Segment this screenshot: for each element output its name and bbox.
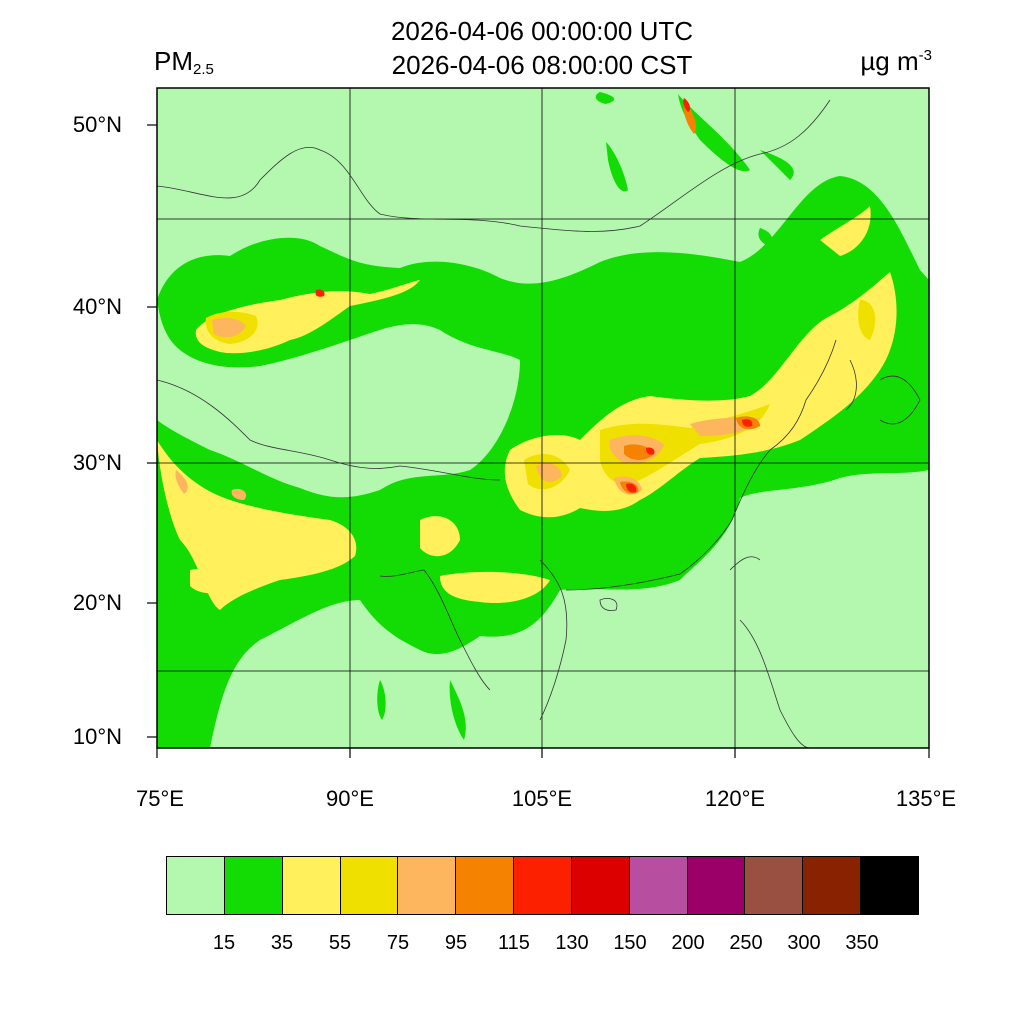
unit-exponent: -3 — [918, 47, 932, 64]
unit-base: µg m — [860, 46, 919, 76]
colorbar-label-35: 35 — [270, 932, 294, 954]
colorbar-label-300: 300 — [787, 932, 821, 954]
lon-tick-label-105: 105°E — [511, 786, 573, 811]
colorbar-label-95: 95 — [444, 932, 468, 954]
colorbar-label-130: 130 — [555, 932, 589, 954]
colorbar-swatch-8 — [629, 857, 688, 914]
colorbar-label-75: 75 — [386, 932, 410, 954]
time-utc-title: 2026-04-06 00:00:00 UTC — [390, 16, 694, 46]
colorbar — [166, 856, 919, 915]
colorbar-label-350: 350 — [845, 932, 879, 954]
unit-label: µg m-3 — [860, 46, 932, 77]
variable-name: PM — [154, 46, 193, 76]
colorbar-swatch-1 — [224, 857, 283, 914]
colorbar-swatch-9 — [687, 857, 746, 914]
colorbar-swatch-6 — [514, 857, 572, 914]
colorbar-swatch-3 — [340, 857, 399, 914]
colorbar-swatch-12 — [861, 857, 918, 914]
lat-tick-label-10: 10°N — [72, 724, 122, 749]
lat-tick-label-40: 40°N — [72, 294, 122, 319]
variable-label: PM2.5 — [154, 46, 214, 78]
colorbar-label-15: 15 — [212, 932, 236, 954]
borders — [157, 99, 921, 748]
colorbar-swatch-11 — [803, 857, 862, 914]
lat-tick-label-30: 30°N — [72, 450, 122, 475]
lat-tick-label-20: 20°N — [72, 590, 122, 615]
colorbar-swatch-5 — [456, 857, 515, 914]
graticule — [157, 88, 929, 748]
variable-subscript: 2.5 — [193, 61, 214, 78]
lon-tick-label-90: 90°E — [326, 786, 374, 811]
colorbar-label-200: 200 — [671, 932, 705, 954]
colorbar-label-150: 150 — [613, 932, 647, 954]
colorbar-label-115: 115 — [498, 932, 530, 954]
map-frame — [156, 87, 930, 749]
lon-tick-label-75: 75°E — [136, 786, 184, 811]
lon-tick-label-120: 120°E — [704, 786, 766, 811]
colorbar-swatch-2 — [282, 857, 341, 914]
colorbar-swatch-4 — [398, 857, 457, 914]
lon-tick-label-135: 135°E — [895, 786, 957, 811]
colorbar-swatch-0 — [167, 857, 225, 914]
colorbar-swatch-10 — [745, 857, 804, 914]
band-130-150 — [315, 98, 753, 493]
time-local-title: 2026-04-06 08:00:00 CST — [391, 50, 693, 80]
lat-tick-label-50: 50°N — [72, 112, 122, 137]
colorbar-label-55: 55 — [328, 932, 352, 954]
axis-ticks — [147, 124, 930, 758]
colorbar-swatch-7 — [571, 857, 630, 914]
colorbar-label-250: 250 — [729, 932, 763, 954]
